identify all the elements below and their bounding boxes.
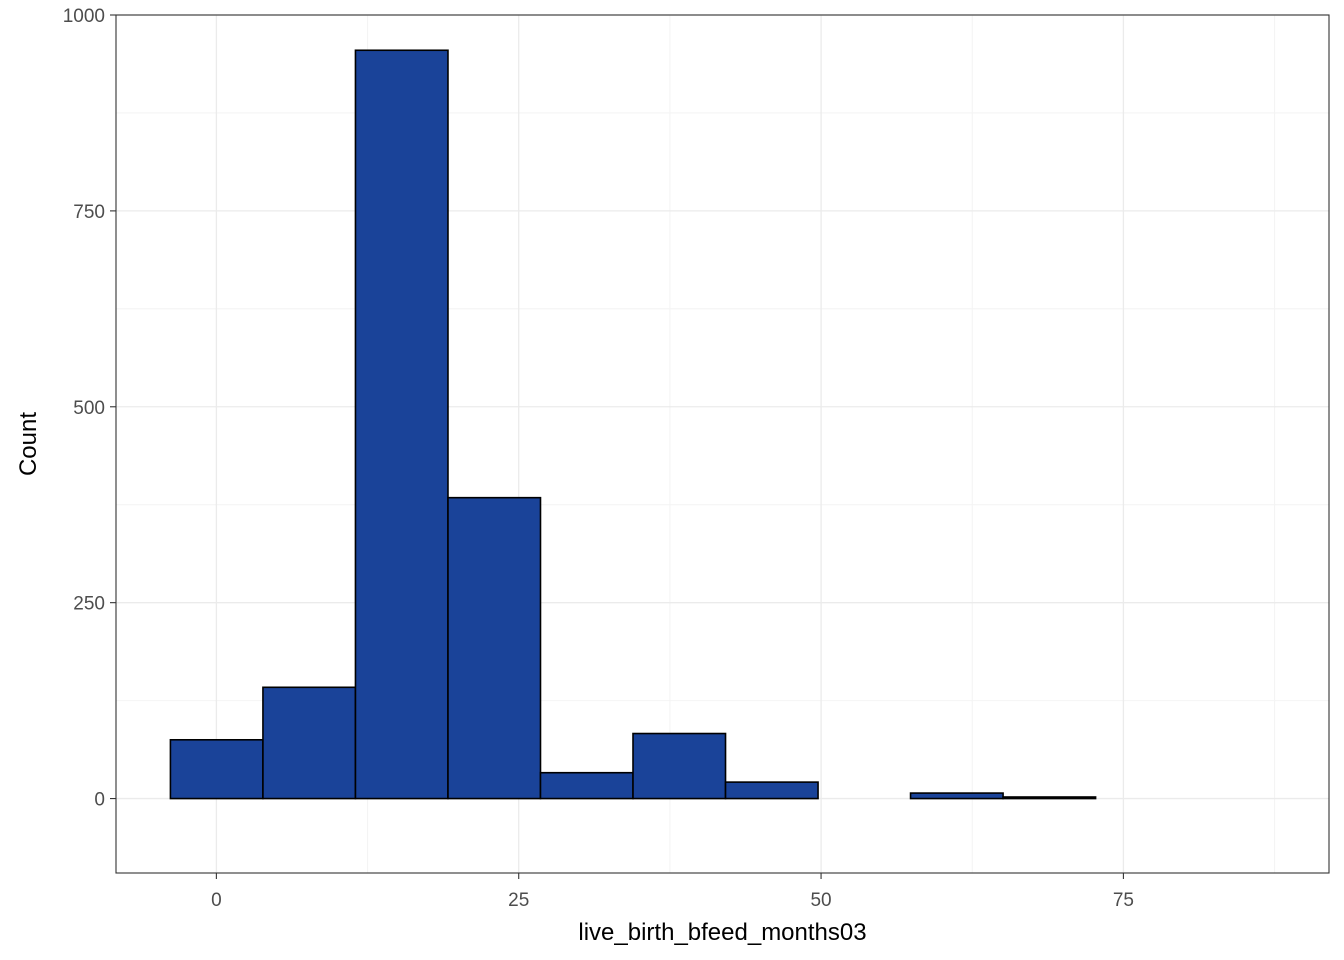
histogram-bar: [262, 686, 357, 800]
histogram-bar: [632, 732, 727, 800]
y-tick-label: 500: [73, 398, 105, 419]
y-tick-label: 250: [73, 594, 105, 615]
y-tick-label: 750: [73, 202, 105, 223]
histogram-bars: [169, 49, 1097, 800]
y-axis-title: Count: [15, 412, 42, 476]
y-axis: 0 250 500 750 1000: [63, 6, 116, 811]
x-tick-label: 50: [810, 890, 831, 911]
x-tick-label: 0: [211, 890, 222, 911]
x-axis-title: live_birth_bfeed_months03: [578, 919, 866, 946]
x-axis: 0 25 50 75: [211, 873, 1134, 911]
histogram-bar: [539, 771, 634, 800]
histogram-bar: [909, 792, 1004, 800]
histogram-bar: [447, 496, 542, 800]
panel-border: [115, 14, 1330, 874]
histogram-bar: [1002, 796, 1097, 800]
histogram-bar: [169, 738, 264, 800]
x-tick-label: 75: [1113, 890, 1134, 911]
histogram-bar: [354, 49, 449, 800]
x-tick-label: 25: [508, 890, 529, 911]
y-tick-label: 1000: [63, 6, 105, 27]
histogram-bar: [724, 781, 819, 800]
y-tick-label: 0: [94, 790, 105, 811]
